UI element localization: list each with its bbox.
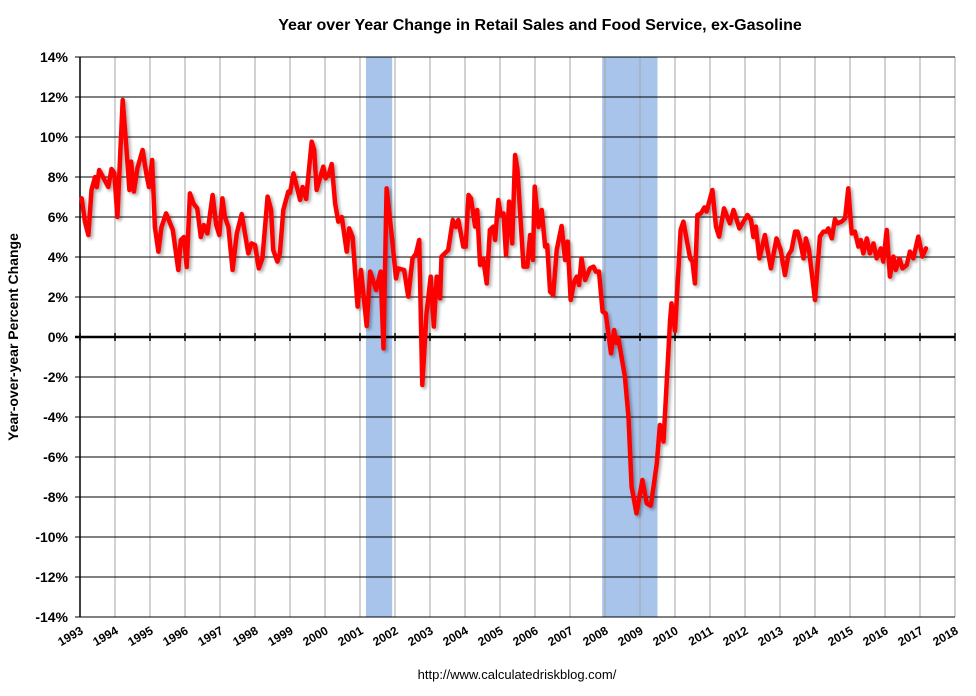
x-tick-label: 1998 xyxy=(230,623,260,649)
y-tick-label: -14% xyxy=(35,609,68,625)
y-tick-label: 10% xyxy=(40,129,69,145)
y-axis-label: Year-over-year Percent Change xyxy=(5,233,21,441)
x-tick-label: 1993 xyxy=(55,623,85,649)
y-tick-label: -10% xyxy=(35,529,68,545)
x-tick-label: 2005 xyxy=(475,623,505,649)
x-tick-label: 2015 xyxy=(825,623,855,649)
y-tick-label: -6% xyxy=(43,449,68,465)
source-url: http://www.calculatedriskblog.com/ xyxy=(418,667,617,682)
x-tick-label: 2016 xyxy=(860,623,890,649)
x-tick-label: 2013 xyxy=(755,623,785,649)
x-tick-label: 2007 xyxy=(545,623,575,649)
x-tick-label: 2003 xyxy=(405,623,435,649)
chart-title: Year over Year Change in Retail Sales an… xyxy=(278,17,802,34)
y-tick-label: 0% xyxy=(48,329,69,345)
y-tick-label: 14% xyxy=(40,49,69,65)
x-tick-label: 2008 xyxy=(580,623,610,649)
x-tick-label: 2002 xyxy=(370,623,400,649)
x-tick-label: 2004 xyxy=(440,623,470,649)
x-tick-label: 2009 xyxy=(615,623,645,649)
x-tick-label: 1995 xyxy=(125,623,155,649)
y-tick-label: 12% xyxy=(40,89,69,105)
y-tick-label: -4% xyxy=(43,409,68,425)
y-tick-label: -12% xyxy=(35,569,68,585)
y-tick-label: 4% xyxy=(48,249,69,265)
x-tick-label: 1999 xyxy=(265,623,295,649)
y-tick-label: 6% xyxy=(48,209,69,225)
y-tick-label: -8% xyxy=(43,489,68,505)
x-tick-label: 2011 xyxy=(686,623,716,648)
x-tick-label: 2001 xyxy=(335,623,365,649)
series-line xyxy=(79,97,929,516)
y-tick-label: -2% xyxy=(43,369,68,385)
x-tick-label: 2012 xyxy=(720,623,750,649)
x-tick-label: 2014 xyxy=(790,623,820,649)
x-tick-label: 1996 xyxy=(160,623,190,649)
x-tick-label: 2018 xyxy=(930,623,960,649)
x-tick-label: 1997 xyxy=(195,623,225,649)
x-tick-label: 2006 xyxy=(510,623,540,649)
y-tick-label: 2% xyxy=(48,289,69,305)
y-tick-label: 8% xyxy=(48,169,69,185)
x-tick-label: 2000 xyxy=(300,623,330,649)
x-tick-label: 2017 xyxy=(895,623,925,649)
x-tick-label: 1994 xyxy=(90,623,120,649)
x-tick-label: 2010 xyxy=(650,623,680,649)
